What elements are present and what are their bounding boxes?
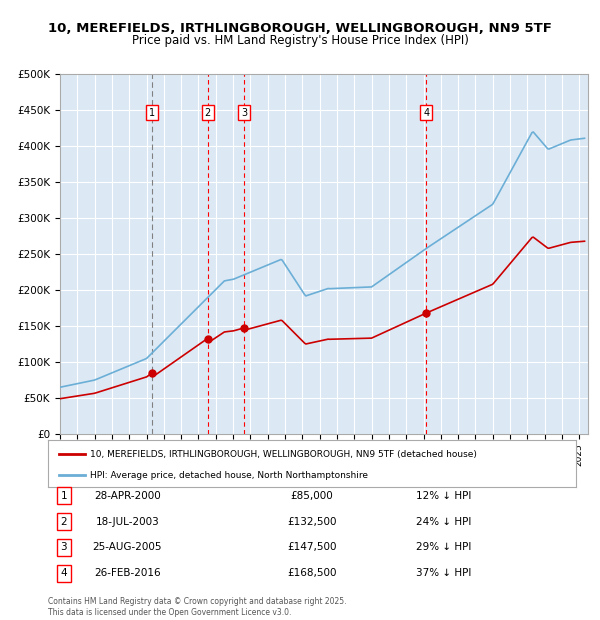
Text: 3: 3 (61, 542, 67, 552)
Text: 18-JUL-2003: 18-JUL-2003 (95, 516, 159, 526)
Text: 1: 1 (149, 107, 155, 118)
Text: 10, MEREFIELDS, IRTHLINGBOROUGH, WELLINGBOROUGH, NN9 5TF (detached house): 10, MEREFIELDS, IRTHLINGBOROUGH, WELLING… (90, 450, 477, 459)
Text: Price paid vs. HM Land Registry's House Price Index (HPI): Price paid vs. HM Land Registry's House … (131, 34, 469, 47)
Text: £85,000: £85,000 (290, 490, 334, 500)
Text: HPI: Average price, detached house, North Northamptonshire: HPI: Average price, detached house, Nort… (90, 471, 368, 480)
Text: 28-APR-2000: 28-APR-2000 (94, 490, 161, 500)
Text: 29% ↓ HPI: 29% ↓ HPI (416, 542, 472, 552)
Text: 25-AUG-2005: 25-AUG-2005 (92, 542, 162, 552)
Text: £168,500: £168,500 (287, 569, 337, 578)
Text: 2: 2 (205, 107, 211, 118)
Text: 1: 1 (61, 490, 67, 500)
Text: £132,500: £132,500 (287, 516, 337, 526)
Text: 26-FEB-2016: 26-FEB-2016 (94, 569, 161, 578)
Text: £147,500: £147,500 (287, 542, 337, 552)
Text: 24% ↓ HPI: 24% ↓ HPI (416, 516, 472, 526)
Text: 4: 4 (61, 569, 67, 578)
Text: Contains HM Land Registry data © Crown copyright and database right 2025.
This d: Contains HM Land Registry data © Crown c… (48, 598, 347, 617)
Text: 4: 4 (423, 107, 429, 118)
Text: 12% ↓ HPI: 12% ↓ HPI (416, 490, 472, 500)
Text: 3: 3 (241, 107, 247, 118)
Text: 37% ↓ HPI: 37% ↓ HPI (416, 569, 472, 578)
Text: 2: 2 (61, 516, 67, 526)
Text: 10, MEREFIELDS, IRTHLINGBOROUGH, WELLINGBOROUGH, NN9 5TF: 10, MEREFIELDS, IRTHLINGBOROUGH, WELLING… (48, 22, 552, 35)
